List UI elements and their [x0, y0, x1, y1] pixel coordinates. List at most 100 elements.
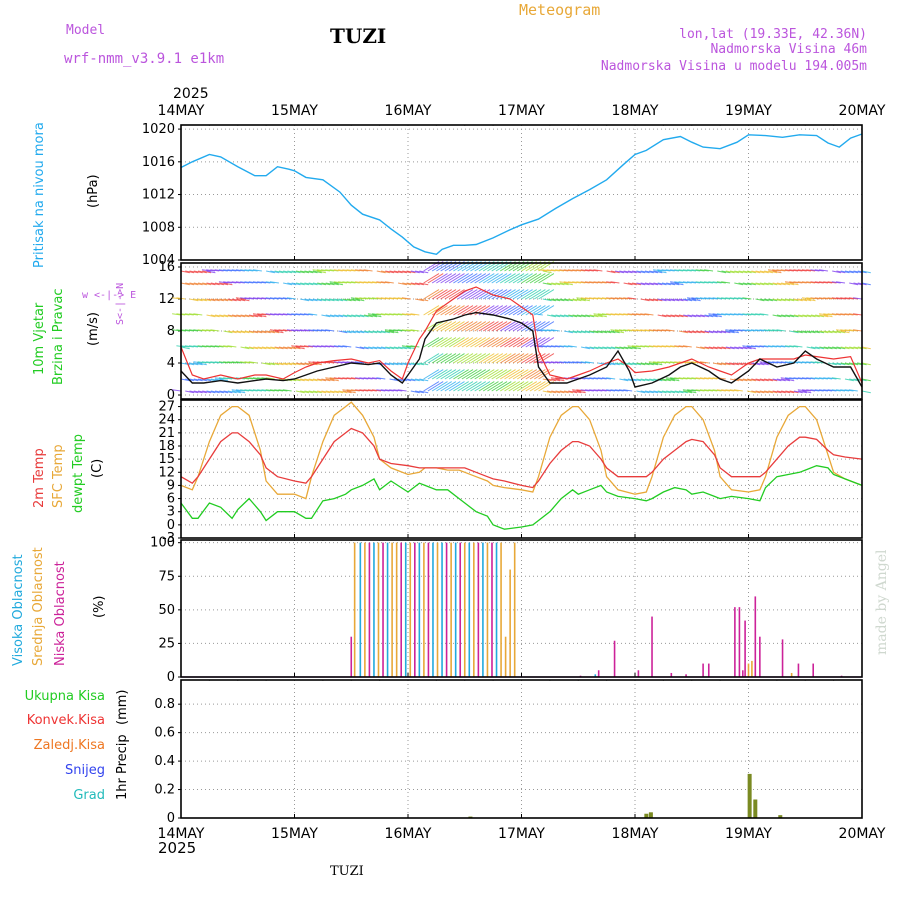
pressure-line	[180, 133, 863, 256]
wind-arrow	[367, 297, 377, 300]
wind-arrow	[521, 369, 538, 380]
wind-arrow	[325, 269, 335, 272]
panel-pressure: 1004 1008 1012 1016 1020	[142, 122, 863, 268]
wind-arrow	[853, 329, 863, 332]
wind-arrow	[729, 297, 739, 300]
wind-arrow	[721, 389, 731, 392]
wind-arrow	[499, 305, 516, 316]
wind-arrow	[716, 297, 726, 300]
wind-arrow	[355, 298, 365, 302]
wind-arrow	[699, 389, 709, 392]
date-top-label: 16MAY	[385, 103, 432, 119]
wind-arrow	[678, 390, 688, 394]
wind-arrow	[185, 390, 195, 394]
wind-arrow	[235, 281, 245, 284]
wind-arrow	[729, 313, 739, 316]
wind-arrow	[695, 269, 705, 272]
wind-arrow	[665, 345, 675, 348]
wind-arrow	[304, 390, 314, 394]
wind-arrow	[346, 330, 356, 334]
wind-arrow	[402, 282, 412, 286]
wind-arrow	[546, 345, 556, 348]
wind-arrow	[721, 270, 731, 274]
wind-arrow	[785, 314, 795, 318]
wind-arrow	[231, 281, 241, 284]
wind-arrow	[244, 330, 254, 334]
wind-arrow	[836, 346, 846, 350]
wind-arrow	[253, 346, 263, 350]
wind-arrow	[325, 345, 335, 348]
wind-arrow	[329, 377, 339, 380]
wind-arrow	[823, 377, 833, 380]
wind-arrow	[363, 330, 373, 334]
wind-arrow	[793, 269, 803, 272]
wind-arrow	[733, 297, 743, 300]
wind-arrow	[240, 281, 250, 284]
wind-arrow	[708, 330, 718, 334]
wind-arrow	[376, 270, 386, 274]
wind-arrow	[363, 389, 373, 392]
wind-arrow	[193, 345, 203, 348]
sfc-temp-line	[180, 401, 863, 500]
wind-arrow	[674, 390, 684, 394]
ytick-label: 3	[167, 505, 175, 520]
wind-arrow	[789, 345, 799, 348]
wind-arrow	[499, 381, 516, 392]
wind-arrow	[699, 269, 709, 272]
wind-arrow	[338, 298, 348, 302]
wind-arrow	[725, 330, 735, 334]
wind-arrow	[457, 369, 474, 380]
cloud-unit: (%)	[92, 596, 107, 619]
wind-arrow	[423, 369, 440, 380]
wind-arrow	[781, 378, 791, 382]
wind-arrow	[359, 297, 369, 300]
wind-arrow	[325, 282, 335, 286]
wind-arrow	[321, 282, 331, 286]
wind-arrow	[389, 378, 399, 382]
wind-arrow	[184, 329, 194, 332]
wind-arrow	[661, 361, 671, 364]
wind-arrow	[419, 390, 429, 394]
wind-arrow	[185, 270, 195, 274]
wind-arrow	[317, 270, 327, 274]
wind-arrow	[593, 314, 603, 318]
wind-arrow	[329, 269, 339, 272]
wind-arrow	[368, 314, 378, 318]
wind-arrow	[712, 346, 722, 350]
wind-arrow	[197, 298, 207, 302]
wind-arrow	[780, 269, 790, 272]
wind-arrow	[270, 346, 280, 350]
wind-arrow	[329, 298, 339, 302]
wind-arrow	[751, 378, 761, 382]
wind-arrow	[453, 369, 469, 380]
wind-arrow	[538, 337, 555, 348]
wind-arrow	[419, 378, 429, 382]
wind-arrow	[291, 329, 301, 332]
wind-arrow	[534, 337, 550, 348]
wind-arrow	[465, 369, 482, 380]
wind-arrow	[202, 270, 212, 274]
wind-arrow	[244, 389, 254, 392]
panel-wind: 0 4 8 12 16	[158, 260, 871, 403]
date-bottom-label: 16MAY	[385, 826, 432, 842]
wind-arrow	[474, 321, 491, 332]
wind-arrow	[312, 362, 322, 366]
wind-arrow	[478, 273, 495, 284]
wind-arrow	[482, 353, 499, 364]
wind-arrow	[338, 281, 348, 284]
wind-arrow	[614, 297, 624, 300]
wind-arrow	[840, 270, 850, 274]
wind-arrow	[184, 313, 194, 316]
wind-arrow	[269, 297, 279, 300]
wind-arrow	[312, 270, 322, 274]
wind-arrow	[665, 377, 675, 380]
wind-arrow	[261, 313, 271, 316]
wind-arrow	[657, 390, 667, 394]
wind-arrow	[772, 270, 782, 274]
wind-arrow	[764, 390, 774, 394]
wind-arrow	[738, 329, 748, 332]
ytick-label: -3	[162, 531, 175, 546]
wind-arrow	[180, 378, 190, 382]
wind-arrow	[682, 377, 692, 380]
wind-arrow	[802, 390, 812, 394]
